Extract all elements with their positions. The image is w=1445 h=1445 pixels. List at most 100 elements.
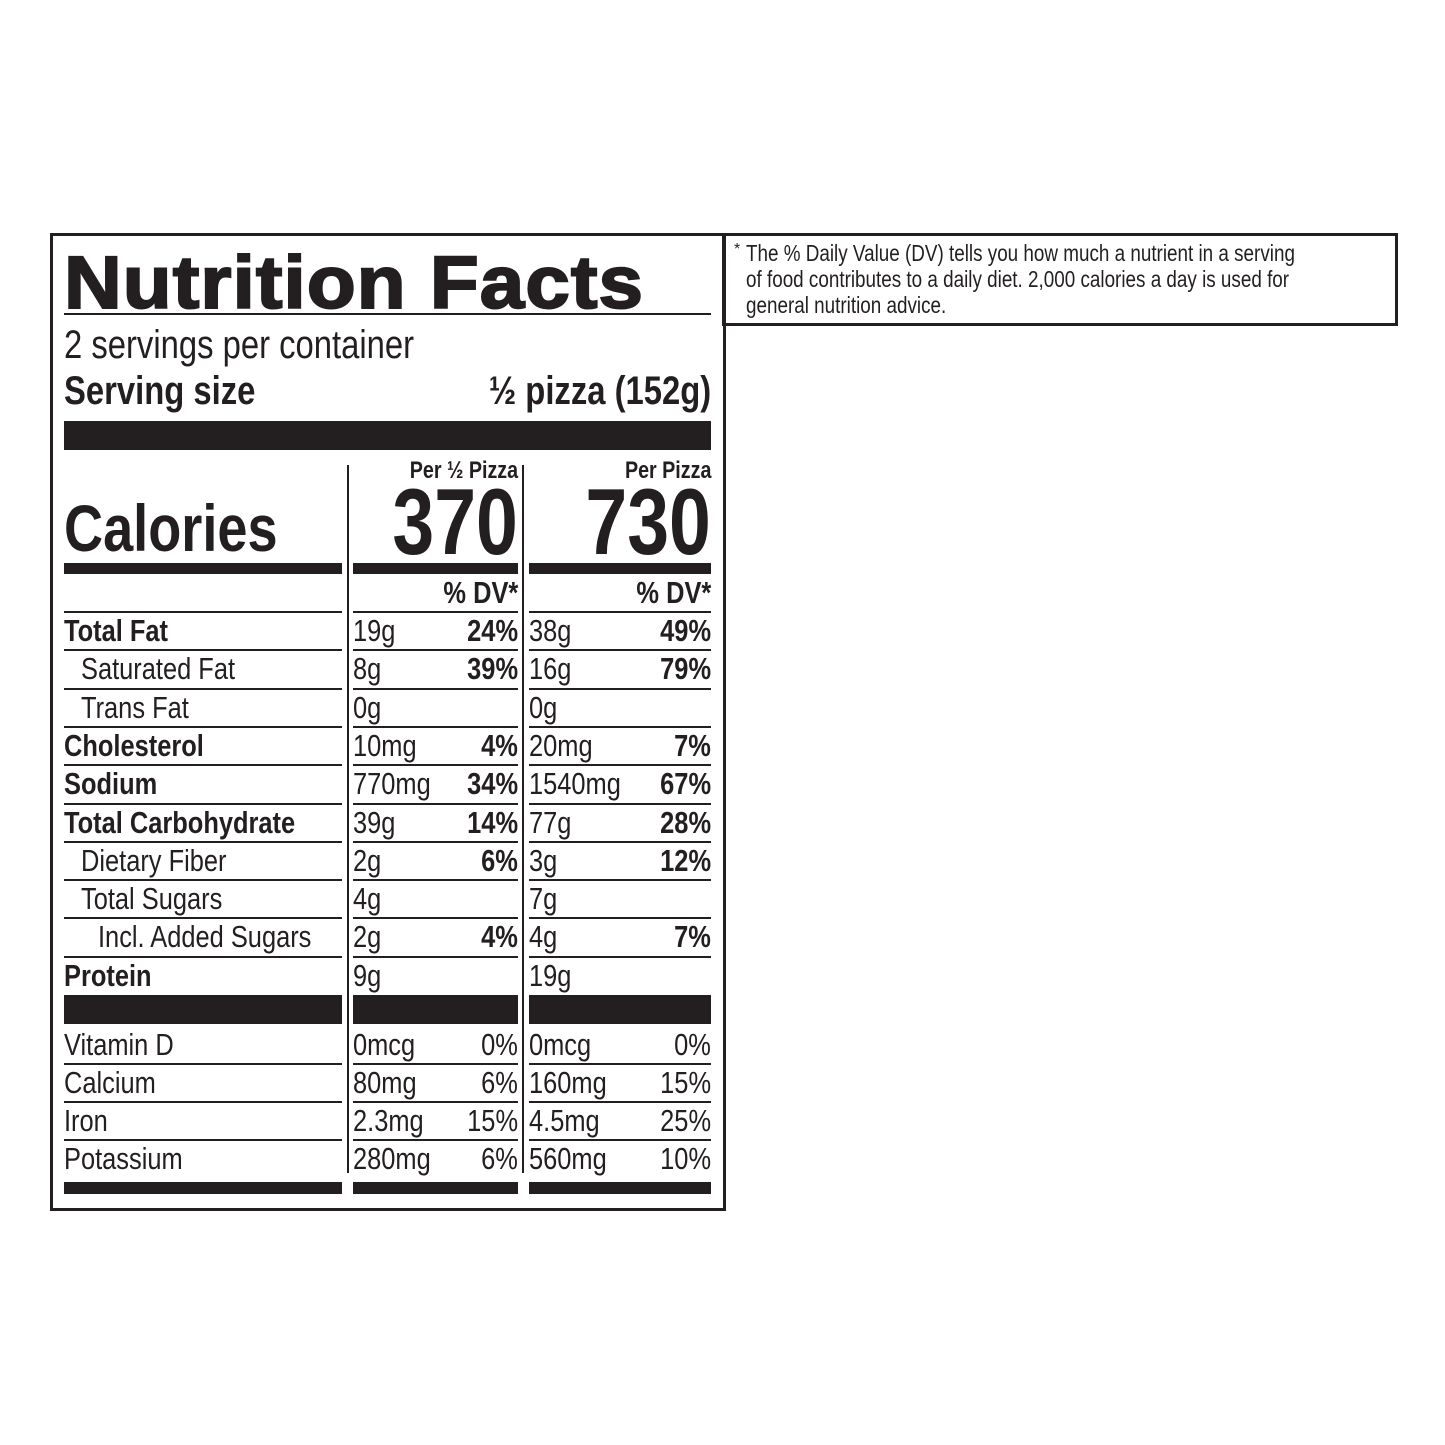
nutrient-dv: 25%: [660, 1103, 711, 1138]
nutrient-name: Trans Fat: [81, 689, 189, 725]
nutrient-dv: 7%: [674, 727, 711, 763]
nutrient-amount: 39g: [353, 804, 396, 840]
nutrient-amount: 0g: [529, 689, 558, 725]
divider: [64, 313, 711, 315]
row-divider: [529, 1101, 711, 1103]
thick-divider: [64, 995, 342, 1024]
nutrient-dv: 4%: [481, 919, 518, 955]
calories-divider: [64, 563, 342, 574]
row-divider: [353, 764, 518, 767]
dv-header: % DV*: [636, 575, 711, 610]
nutrient-dv: 28%: [660, 804, 711, 840]
nutrient-amount: 7g: [529, 881, 558, 917]
row-divider: [529, 955, 711, 958]
nutrient-dv: 4%: [481, 727, 518, 763]
nutrient-amount: 16g: [529, 651, 572, 687]
label-title: Nutrition Facts: [63, 240, 645, 325]
nutrient-name: Protein: [64, 957, 152, 993]
row-divider: [353, 1063, 518, 1065]
nutrient-dv: 10%: [660, 1141, 711, 1176]
column-header: Per ½ Pizza: [409, 457, 518, 484]
nutrient-amount: 38g: [529, 613, 572, 648]
column-divider: [522, 465, 524, 1173]
row-divider: [64, 802, 342, 805]
row-divider: [353, 955, 518, 958]
nutrient-amount: 4g: [529, 919, 558, 955]
nutrient-dv: 15%: [467, 1103, 518, 1138]
nutrient-amount: 280mg: [353, 1141, 431, 1176]
column-divider: [347, 465, 349, 1173]
nutrient-dv: 14%: [467, 804, 518, 840]
row-divider: [529, 649, 711, 652]
row-divider: [64, 955, 342, 958]
row-divider: [529, 725, 711, 728]
row-divider: [353, 687, 518, 690]
calories-label: Calories: [64, 491, 278, 565]
nutrient-name: Cholesterol: [64, 727, 204, 763]
nutrient-dv: 49%: [660, 613, 711, 648]
thick-divider: [529, 995, 711, 1024]
nutrient-dv: 79%: [660, 651, 711, 687]
servings-per-container: 2 servings per container: [64, 323, 415, 367]
nutrient-dv: 15%: [660, 1065, 711, 1100]
nutrient-amount: 2g: [353, 919, 382, 955]
row-divider: [353, 917, 518, 920]
dv-header: % DV*: [443, 575, 518, 610]
row-divider: [64, 840, 342, 843]
daily-value-footnote: The % Daily Value (DV) tells you how muc…: [746, 240, 1295, 318]
nutrient-amount: 20mg: [529, 727, 593, 763]
nutrient-name: Total Sugars: [81, 881, 223, 917]
row-divider: [353, 725, 518, 728]
row-divider: [529, 764, 711, 767]
calories-value: 370: [392, 469, 518, 574]
nutrient-amount: 9g: [353, 957, 382, 993]
nutrient-name: Incl. Added Sugars: [98, 919, 312, 955]
nutrient-amount: 770mg: [353, 766, 431, 802]
nutrient-name: Total Carbohydrate: [64, 804, 296, 840]
nutrient-name: Iron: [64, 1103, 108, 1138]
calories-value: 730: [585, 469, 711, 574]
nutrient-amount: 2g: [353, 842, 382, 878]
nutrient-amount: 3g: [529, 842, 558, 878]
row-divider: [64, 1101, 342, 1103]
row-divider: [353, 840, 518, 843]
nutrient-dv: 0%: [481, 1027, 518, 1062]
nutrient-amount: 19g: [353, 613, 396, 648]
bottom-divider: [353, 1182, 518, 1194]
serving-size-value: ½ pizza (152g): [488, 369, 711, 413]
row-divider: [353, 611, 518, 613]
row-divider: [64, 725, 342, 728]
nutrient-name: Dietary Fiber: [81, 842, 227, 878]
daily-value-footnote-box: [722, 233, 1398, 326]
calories-divider: [529, 563, 711, 574]
nutrient-dv: 12%: [660, 842, 711, 878]
calories-divider: [353, 563, 518, 574]
row-divider: [64, 611, 342, 613]
nutrient-dv: 34%: [467, 766, 518, 802]
nutrient-name: Vitamin D: [64, 1027, 174, 1062]
row-divider: [353, 802, 518, 805]
nutrient-amount: 19g: [529, 957, 572, 993]
nutrient-amount: 160mg: [529, 1065, 607, 1100]
row-divider: [529, 840, 711, 843]
thick-divider: [64, 421, 711, 450]
nutrient-name: Saturated Fat: [81, 651, 236, 687]
row-divider: [529, 687, 711, 690]
nutrient-amount: 8g: [353, 651, 382, 687]
nutrient-name: Sodium: [64, 766, 158, 802]
row-divider: [353, 649, 518, 652]
nutrient-amount: 2.3mg: [353, 1103, 424, 1138]
nutrient-dv: 39%: [467, 651, 518, 687]
row-divider: [64, 649, 342, 652]
row-divider: [529, 879, 711, 882]
row-divider: [64, 879, 342, 882]
nutrient-dv: 0%: [674, 1027, 711, 1062]
row-divider: [353, 1101, 518, 1103]
row-divider: [64, 764, 342, 767]
nutrient-amount: 10mg: [353, 727, 417, 763]
bottom-divider: [64, 1182, 342, 1194]
nutrient-amount: 1540mg: [529, 766, 621, 802]
nutrient-name: Calcium: [64, 1065, 156, 1100]
row-divider: [529, 802, 711, 805]
footnote-asterisk: *: [734, 241, 741, 258]
